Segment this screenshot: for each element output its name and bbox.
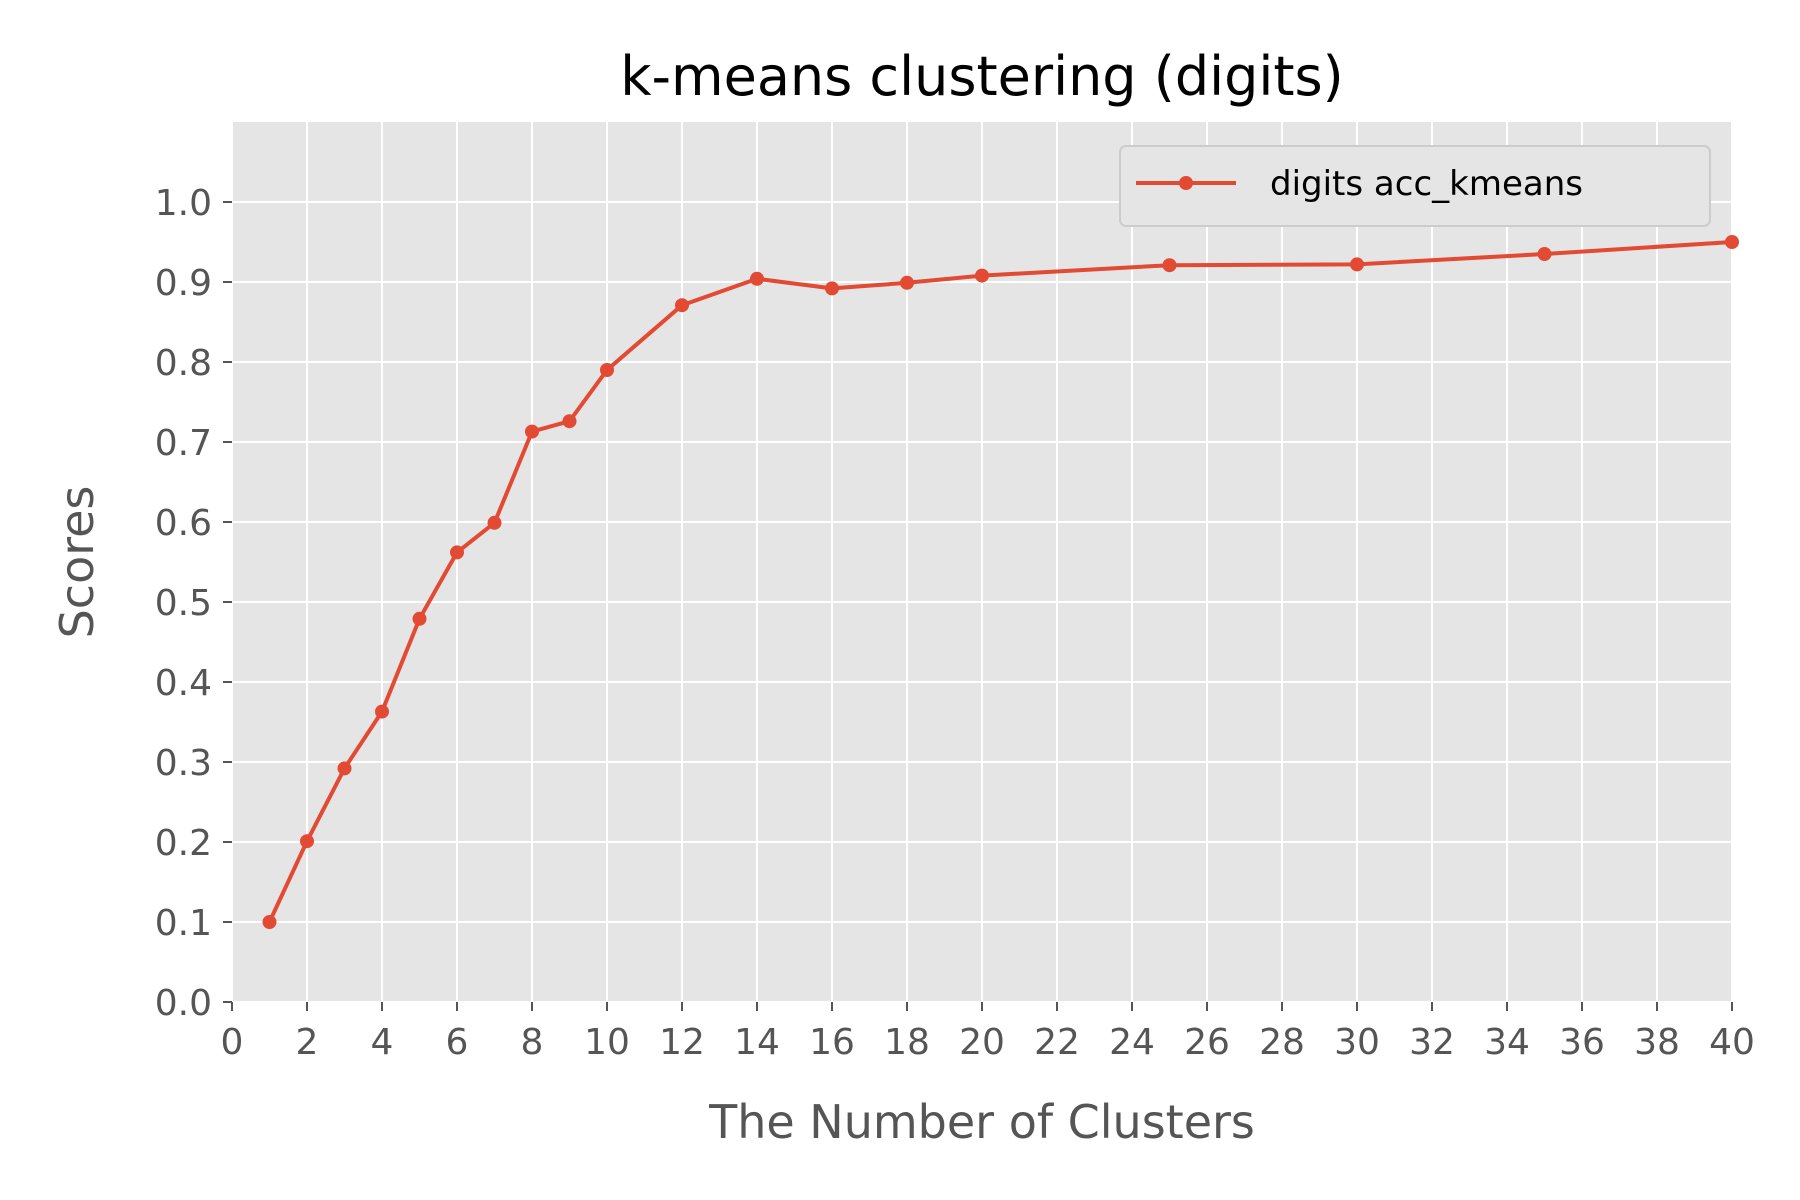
x-tick-label: 30 [1334, 1022, 1380, 1063]
data-point [412, 611, 427, 626]
x-tick-label: 8 [521, 1022, 544, 1063]
x-tick-label: 18 [884, 1022, 930, 1063]
legend-marker [1179, 176, 1193, 190]
x-tick-label: 40 [1709, 1022, 1755, 1063]
x-tick-label: 12 [659, 1022, 705, 1063]
x-tick-label: 0 [221, 1022, 244, 1063]
data-point [825, 281, 839, 296]
y-tick-label: 0.8 [155, 343, 212, 384]
data-point [600, 363, 614, 377]
y-tick-label: 0.4 [155, 663, 212, 704]
chart-title: k-means clustering (digits) [620, 45, 1344, 108]
data-point [562, 414, 577, 429]
x-tick-label: 16 [809, 1022, 855, 1063]
x-tick-label: 32 [1409, 1022, 1455, 1063]
x-axis-title: The Number of Clusters [708, 1095, 1255, 1149]
series-layer [262, 235, 1739, 929]
y-tick-label: 0.2 [155, 823, 212, 864]
data-point [1350, 257, 1364, 272]
x-tick-label: 14 [734, 1022, 780, 1063]
y-tick-label: 0.7 [155, 423, 212, 464]
data-point [675, 298, 689, 313]
y-tick-label: 0.0 [155, 983, 212, 1024]
x-tick-label: 36 [1559, 1022, 1605, 1063]
data-point [1725, 235, 1739, 249]
data-point [900, 275, 914, 290]
legend: digits acc_kmeans [1119, 145, 1711, 227]
y-tick-label: 0.9 [155, 263, 212, 304]
x-tick-label: 6 [446, 1022, 469, 1063]
x-tick-label: 38 [1634, 1022, 1680, 1063]
grid-lines [231, 122, 1733, 1003]
legend-box [1119, 145, 1711, 227]
axis-ticks: 0 2 4 6 8 10 12 14 16 18 20 22 24 26 28 30 32 34 36 38 400.0… [155, 183, 1755, 1063]
data-point [450, 545, 464, 560]
x-tick-label: 10 [584, 1022, 630, 1063]
data-point [300, 834, 314, 849]
y-tick-label: 0.6 [155, 503, 212, 544]
y-tick-label: 0.3 [155, 743, 212, 784]
data-point [337, 761, 352, 776]
y-tick-label: 0.5 [155, 583, 212, 624]
x-tick-label: 34 [1484, 1022, 1530, 1063]
y-tick-label: 0.1 [155, 903, 212, 944]
y-axis-title: Scores [50, 486, 104, 639]
data-point [487, 515, 502, 530]
data-point [975, 268, 989, 283]
data-point [375, 704, 389, 719]
x-tick-label: 26 [1184, 1022, 1230, 1063]
legend-label: digits acc_kmeans [1270, 164, 1583, 204]
x-tick-label: 24 [1109, 1022, 1155, 1063]
data-point [750, 271, 764, 286]
data-point [525, 424, 539, 439]
x-tick-label: 4 [371, 1022, 394, 1063]
x-tick-label: 22 [1034, 1022, 1080, 1063]
y-tick-label: 1.0 [155, 183, 212, 224]
x-tick-label: 28 [1259, 1022, 1305, 1063]
data-point [1162, 258, 1177, 273]
x-tick-label: 20 [959, 1022, 1005, 1063]
data-point [262, 915, 277, 929]
x-tick-label: 2 [296, 1022, 319, 1063]
data-point [1537, 247, 1552, 261]
